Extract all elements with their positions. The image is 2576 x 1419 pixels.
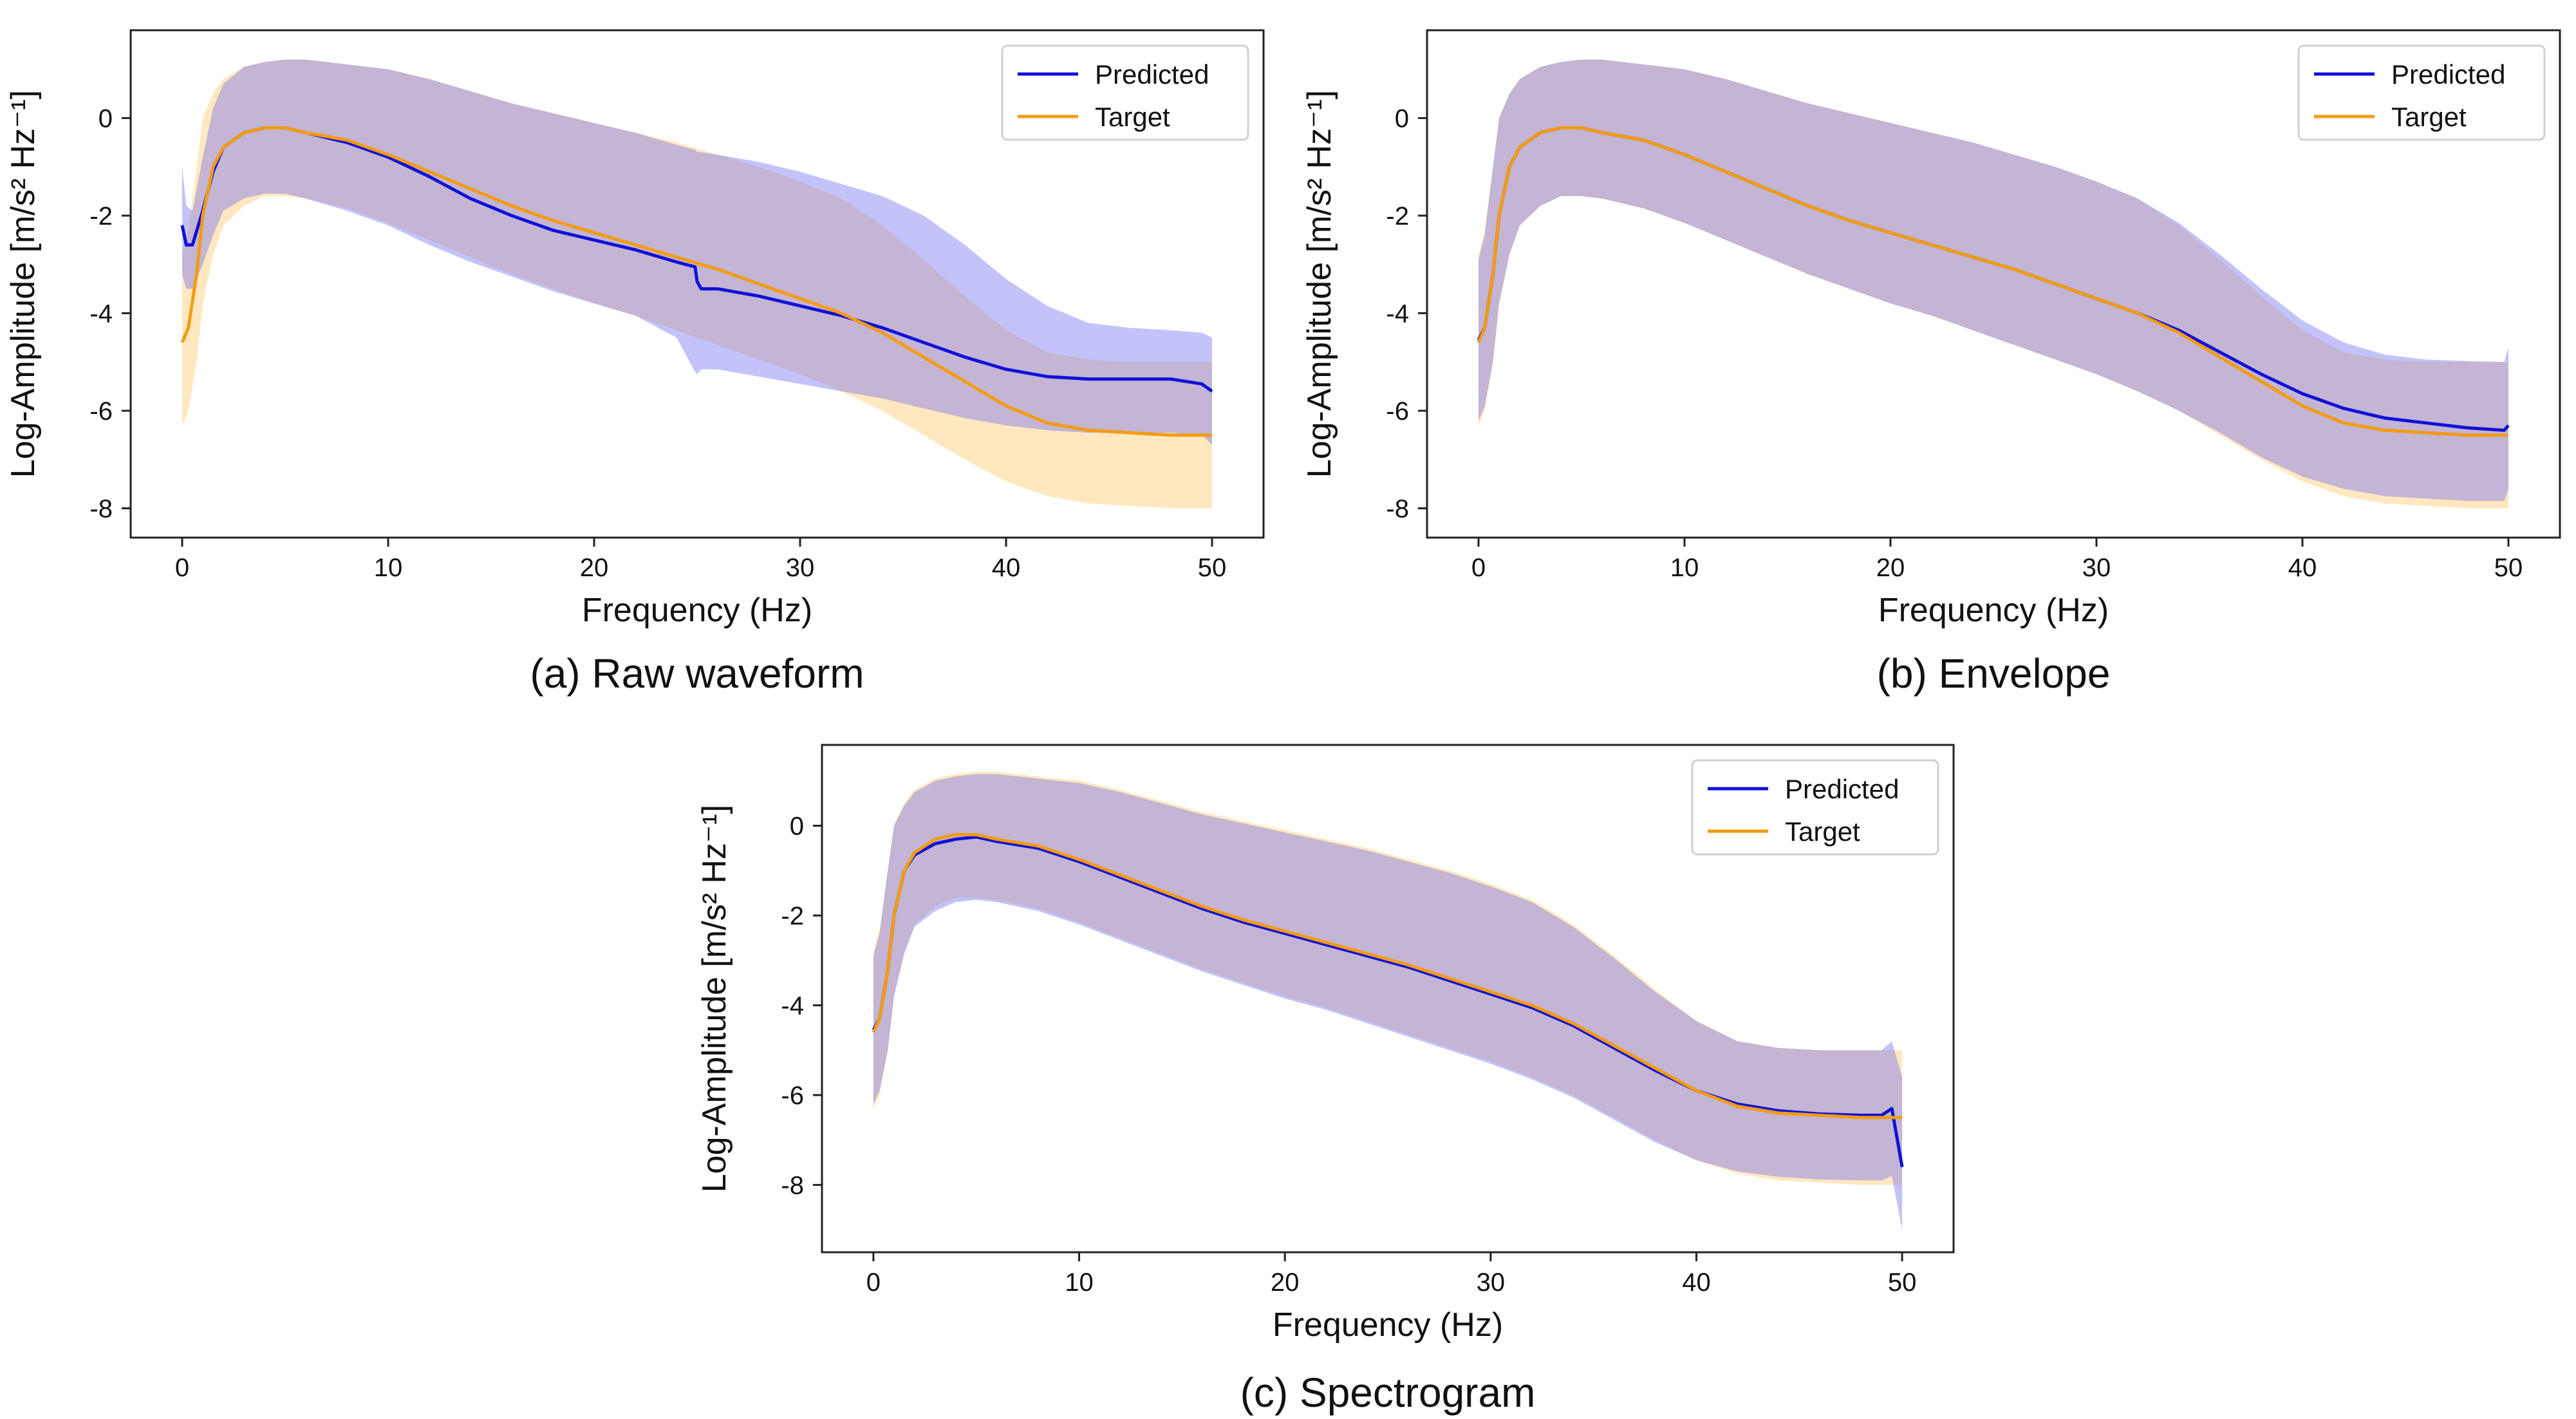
y-tick-label: 0: [98, 104, 113, 133]
legend: Predicted Target: [1691, 759, 1939, 856]
legend: Predicted Target: [1001, 44, 1249, 141]
x-tick-label: 10: [1065, 1268, 1094, 1297]
y-tick-label: -8: [89, 495, 113, 523]
y-axis-label: Log-Amplitude [m/s² Hz⁻¹]: [5, 90, 42, 478]
y-tick-label: -6: [1386, 397, 1409, 426]
x-tick-label: 50: [1888, 1268, 1917, 1297]
plot-area: [180, 59, 1213, 509]
target-band: [873, 771, 1903, 1185]
x-tick-label: 20: [580, 554, 609, 582]
x-tick-label: 50: [1198, 554, 1227, 582]
plot-area: [1477, 59, 2510, 509]
y-tick-label: -8: [781, 1171, 804, 1199]
y-tick-label: -4: [781, 991, 804, 1020]
legend-label: Predicted: [1095, 59, 1209, 89]
target-line: [872, 832, 1903, 1120]
x-tick-label: 0: [866, 1268, 881, 1297]
panel-caption: (b) Envelope: [1877, 650, 2111, 697]
target-band: [1479, 59, 2508, 509]
y-tick-label: -4: [1386, 299, 1409, 328]
plot-area: [872, 771, 1904, 1230]
axes-frame: [129, 29, 1265, 539]
x-tick-label: 40: [1682, 1268, 1711, 1297]
x-axis-label: Frequency (Hz): [582, 592, 812, 629]
y-tick-label: 0: [790, 813, 804, 841]
x-axis-label: Frequency (Hz): [1878, 592, 2109, 629]
x-tick-label: 20: [1271, 1268, 1300, 1297]
y-axis-label: Log-Amplitude [m/s² Hz⁻¹]: [1301, 90, 1338, 478]
x-tick-label: 40: [2288, 554, 2317, 582]
y-axis-label: Log-Amplitude [m/s² Hz⁻¹]: [696, 805, 733, 1193]
axes-frame: [821, 744, 1955, 1254]
legend-label: Predicted: [1785, 774, 1899, 804]
x-tick-label: 30: [1477, 1268, 1506, 1297]
y-tick-label: -6: [781, 1082, 804, 1110]
target-line: [1477, 126, 2508, 437]
target-line: [180, 126, 1212, 437]
panel-caption: (c) Spectrogram: [1240, 1369, 1536, 1416]
x-axis-label: Frequency (Hz): [1273, 1306, 1503, 1344]
chart-panel-a: 0 10 20 30 40 50 0 -2 -4 -6 -8 Frequency (Hz) Log-Am…: [5, 29, 1265, 697]
x-tick-label: 20: [1876, 554, 1905, 582]
legend-label: Target: [2391, 102, 2467, 132]
predicted-band: [182, 59, 1212, 446]
y-tick-label: -6: [89, 397, 113, 426]
chart-panel-c: 0 10 20 30 40 50 0 -2 -4 -6 -8 Frequency (Hz) Log-Am…: [696, 744, 1955, 1416]
legend-label: Target: [1785, 816, 1860, 847]
x-tick-label: 50: [2494, 554, 2523, 582]
predicted-band: [873, 774, 1903, 1230]
y-tick-label: -8: [1386, 495, 1409, 523]
x-tick-label: 30: [2082, 554, 2111, 582]
y-tick-label: -4: [89, 299, 113, 328]
y-tick-label: -2: [1386, 202, 1409, 230]
axes-frame: [1426, 29, 2561, 539]
y-tick-label: -2: [781, 902, 804, 930]
legend-label: Predicted: [2391, 59, 2505, 89]
y-tick-label: 0: [1395, 104, 1409, 133]
x-tick-label: 0: [1471, 554, 1486, 582]
x-tick-label: 40: [992, 554, 1021, 582]
y-tick-label: -2: [89, 202, 113, 230]
predicted-band: [1479, 59, 2508, 502]
legend: Predicted Target: [2297, 44, 2546, 141]
x-tick-label: 10: [1670, 554, 1699, 582]
x-tick-label: 30: [786, 554, 815, 582]
x-tick-label: 10: [374, 554, 403, 582]
legend-label: Target: [1095, 102, 1170, 132]
chart-panel-b: 0 10 20 30 40 50 0 -2 -4 -6 -8 Frequency (Hz) Log-Am…: [1301, 29, 2561, 697]
predicted-line: [872, 835, 1904, 1167]
x-tick-label: 0: [175, 554, 189, 582]
panel-caption: (a) Raw waveform: [530, 650, 864, 697]
